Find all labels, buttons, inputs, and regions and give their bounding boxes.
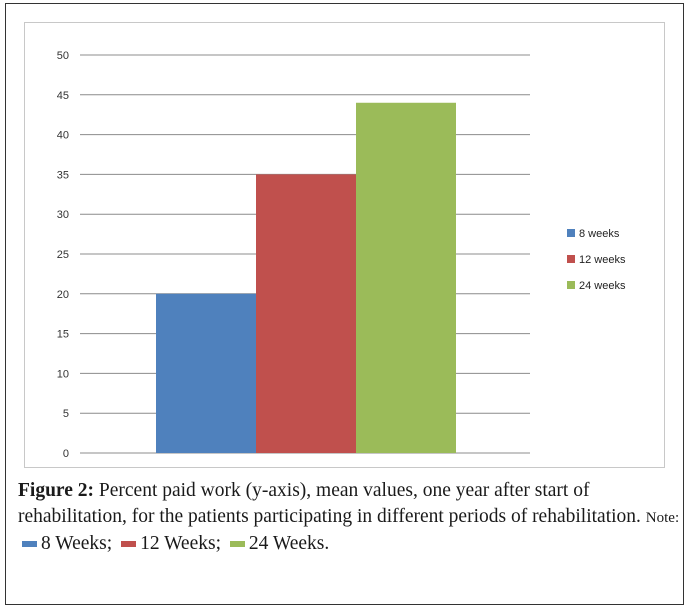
chart-area: 0 5 10 15 20 25 30 35 40 45 50 8 weeks 12 weeks 24 we… (24, 22, 665, 468)
y-tick-label: 30 (57, 209, 69, 221)
figure-label: Figure 2: (18, 480, 95, 501)
note-label: Note: (645, 510, 680, 526)
bar-8-weeks (156, 293, 256, 453)
bar-24-weeks (356, 102, 456, 453)
figure-caption: Figure 2: Percent paid work (y-axis), me… (18, 478, 682, 557)
note-item-3: 24 Weeks. (226, 533, 329, 554)
caption-text: Percent paid work (y-axis), mean values,… (18, 480, 641, 527)
note-item-2-label: 12 Weeks; (140, 533, 221, 554)
y-tick-label: 35 (57, 169, 69, 181)
legend-label: 8 weeks (579, 228, 620, 240)
y-tick-label: 45 (57, 90, 69, 102)
y-tick-label: 5 (63, 408, 69, 420)
y-tick-label: 25 (57, 249, 69, 261)
bar-12-weeks (256, 174, 356, 453)
y-tick-label: 40 (57, 130, 69, 142)
note-swatch-2 (121, 540, 137, 547)
legend-swatch (567, 281, 575, 289)
y-tick-label: 20 (57, 289, 69, 301)
note-item-2: 12 Weeks; (117, 533, 221, 554)
legend-label: 12 weeks (579, 254, 626, 266)
note-swatch-1 (22, 540, 37, 547)
y-tick-label: 15 (57, 329, 69, 341)
legend-label: 24 weeks (579, 280, 626, 292)
bar-chart: 0 5 10 15 20 25 30 35 40 45 50 8 weeks 12 weeks 24 we… (57, 50, 626, 460)
y-tick-label: 50 (57, 50, 69, 62)
legend-swatch (567, 229, 575, 237)
figure-panel: 0 5 10 15 20 25 30 35 40 45 50 8 weeks 12 weeks 24 we… (5, 3, 684, 605)
note-item-1-label: 8 Weeks; (41, 533, 113, 554)
legend-swatch (567, 255, 575, 263)
note-item-3-label: 24 Weeks. (248, 533, 330, 554)
y-tick-label: 10 (57, 368, 69, 380)
note-item-1: 8 Weeks; (18, 533, 112, 554)
y-tick-label: 0 (63, 448, 69, 460)
note-swatch-3 (229, 540, 245, 547)
